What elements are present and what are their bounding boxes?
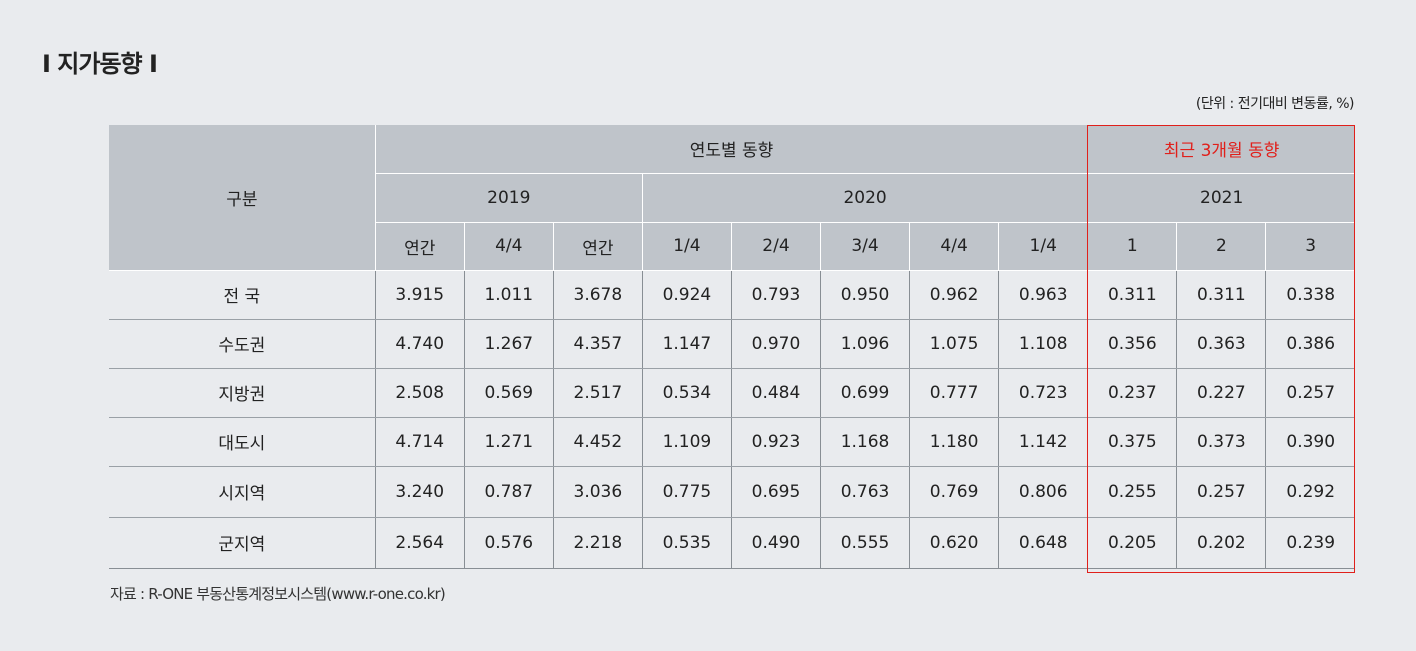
unit-note: (단위 : 전기대비 변동률, %) xyxy=(1195,96,1355,112)
group-header-annual: 연도별 동향 xyxy=(375,125,1089,174)
value-cell: 3.678 xyxy=(553,270,643,320)
value-cell: 0.386 xyxy=(1265,319,1355,369)
value-cell: 0.620 xyxy=(909,517,1000,569)
value-cell: 0.555 xyxy=(820,517,911,569)
year-header-2020: 2020 xyxy=(642,173,1089,223)
value-cell: 0.356 xyxy=(1087,319,1178,369)
value-cell: 3.036 xyxy=(553,466,643,518)
value-cell: 0.375 xyxy=(1087,417,1178,467)
value-cell: 0.970 xyxy=(731,319,822,369)
region-label: 대도시 xyxy=(109,417,376,467)
value-cell: 1.147 xyxy=(642,319,732,369)
region-label: 지방권 xyxy=(109,368,376,418)
value-cell: 0.648 xyxy=(998,517,1089,569)
value-cell: 0.763 xyxy=(820,466,911,518)
region-label: 군지역 xyxy=(109,517,376,569)
region-label: 수도권 xyxy=(109,319,376,369)
table-row: 전 국 3.915 1.011 3.678 0.924 0.793 0.950 0.962 0.… xyxy=(109,270,1355,320)
value-cell: 0.239 xyxy=(1265,517,1355,569)
value-cell: 4.714 xyxy=(375,417,465,467)
value-cell: 4.357 xyxy=(553,319,643,369)
sub-header-cell: 4/4 xyxy=(909,222,1000,271)
value-cell: 4.452 xyxy=(553,417,643,467)
value-cell: 2.508 xyxy=(375,368,465,418)
sub-header-cell: 1 xyxy=(1087,222,1178,271)
value-cell: 0.205 xyxy=(1087,517,1178,569)
value-cell: 0.569 xyxy=(464,368,554,418)
value-cell: 0.963 xyxy=(998,270,1089,320)
value-cell: 0.202 xyxy=(1176,517,1267,569)
value-cell: 0.576 xyxy=(464,517,554,569)
group-header-recent: 최근 3개월 동향 xyxy=(1087,125,1355,174)
value-cell: 0.311 xyxy=(1176,270,1267,320)
value-cell: 0.723 xyxy=(998,368,1089,418)
value-cell: 1.011 xyxy=(464,270,554,320)
value-cell: 0.769 xyxy=(909,466,1000,518)
table-row: 시지역 3.240 0.787 3.036 0.775 0.695 0.763 0.769 0.… xyxy=(109,466,1355,518)
value-cell: 0.924 xyxy=(642,270,732,320)
value-cell: 0.806 xyxy=(998,466,1089,518)
sub-header-cell: 2/4 xyxy=(731,222,822,271)
value-cell: 0.257 xyxy=(1176,466,1267,518)
value-cell: 0.777 xyxy=(909,368,1000,418)
value-cell: 2.218 xyxy=(553,517,643,569)
value-cell: 0.363 xyxy=(1176,319,1267,369)
source-note: 자료 : R-ONE 부동산통계정보시스템(www.r-one.co.kr) xyxy=(110,585,446,603)
value-cell: 0.534 xyxy=(642,368,732,418)
category-header: 구분 xyxy=(109,125,376,271)
value-cell: 1.180 xyxy=(909,417,1000,467)
value-cell: 0.962 xyxy=(909,270,1000,320)
table-row: 수도권 4.740 1.267 4.357 1.147 0.970 1.096 1.075 1.… xyxy=(109,319,1355,369)
value-cell: 4.740 xyxy=(375,319,465,369)
value-cell: 1.267 xyxy=(464,319,554,369)
land-price-table: 구분 연도별 동향 최근 3개월 동향 2019 2020 2021 연간 4/4… xyxy=(109,125,1355,569)
value-cell: 0.338 xyxy=(1265,270,1355,320)
sub-header-cell: 연간 xyxy=(375,222,465,271)
value-cell: 0.490 xyxy=(731,517,822,569)
region-label: 시지역 xyxy=(109,466,376,518)
value-cell: 0.775 xyxy=(642,466,732,518)
region-label: 전 국 xyxy=(109,270,376,320)
value-cell: 0.535 xyxy=(642,517,732,569)
value-cell: 0.255 xyxy=(1087,466,1178,518)
value-cell: 1.271 xyxy=(464,417,554,467)
table-row: 지방권 2.508 0.569 2.517 0.534 0.484 0.699 0.777 0.… xyxy=(109,368,1355,418)
sub-header-cell: 1/4 xyxy=(998,222,1089,271)
sub-header-cell: 2 xyxy=(1176,222,1267,271)
value-cell: 0.257 xyxy=(1265,368,1355,418)
value-cell: 2.517 xyxy=(553,368,643,418)
value-cell: 0.292 xyxy=(1265,466,1355,518)
value-cell: 3.915 xyxy=(375,270,465,320)
sub-header-cell: 1/4 xyxy=(642,222,732,271)
table-row: 군지역 2.564 0.576 2.218 0.535 0.490 0.555 0.620 0.… xyxy=(109,517,1355,569)
value-cell: 0.695 xyxy=(731,466,822,518)
value-cell: 0.311 xyxy=(1087,270,1178,320)
value-cell: 0.950 xyxy=(820,270,911,320)
sub-header-cell: 3/4 xyxy=(820,222,911,271)
value-cell: 0.923 xyxy=(731,417,822,467)
value-cell: 0.227 xyxy=(1176,368,1267,418)
value-cell: 0.390 xyxy=(1265,417,1355,467)
value-cell: 0.373 xyxy=(1176,417,1267,467)
sub-header-cell: 4/4 xyxy=(464,222,554,271)
value-cell: 0.793 xyxy=(731,270,822,320)
value-cell: 1.075 xyxy=(909,319,1000,369)
value-cell: 0.237 xyxy=(1087,368,1178,418)
value-cell: 1.142 xyxy=(998,417,1089,467)
value-cell: 1.168 xyxy=(820,417,911,467)
value-cell: 1.109 xyxy=(642,417,732,467)
value-cell: 1.096 xyxy=(820,319,911,369)
sub-header-cell: 3 xyxy=(1265,222,1355,271)
sub-header-cell: 연간 xyxy=(553,222,643,271)
value-cell: 1.108 xyxy=(998,319,1089,369)
value-cell: 2.564 xyxy=(375,517,465,569)
page-title: I 지가동향 I xyxy=(42,50,158,78)
value-cell: 0.484 xyxy=(731,368,822,418)
year-header-2019: 2019 xyxy=(375,173,643,223)
value-cell: 0.787 xyxy=(464,466,554,518)
value-cell: 0.699 xyxy=(820,368,911,418)
year-header-2021: 2021 xyxy=(1087,173,1355,223)
table-row: 대도시 4.714 1.271 4.452 1.109 0.923 1.168 1.180 1.… xyxy=(109,417,1355,467)
value-cell: 3.240 xyxy=(375,466,465,518)
